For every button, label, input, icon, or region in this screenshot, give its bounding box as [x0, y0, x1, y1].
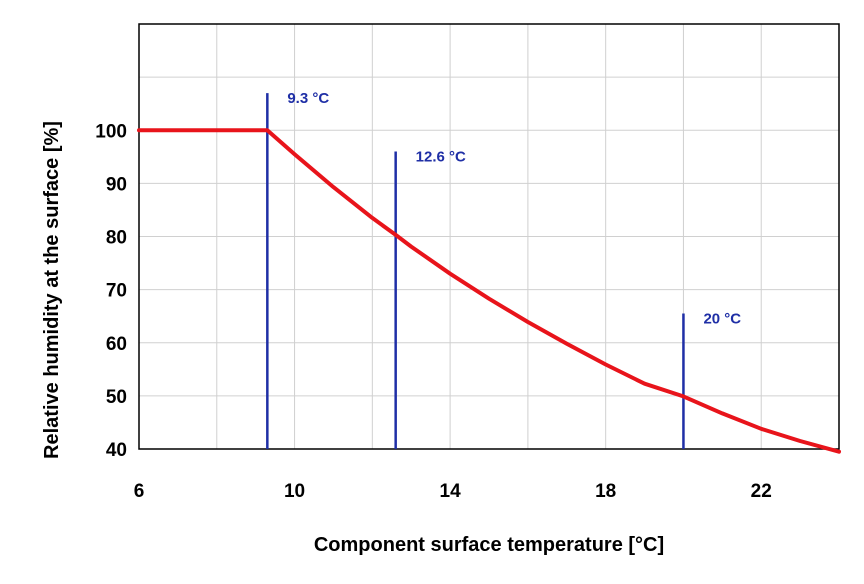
y-tick-label: 90: [106, 174, 127, 195]
grid: [139, 24, 839, 449]
annotations: 9.3 °C 12.6 °C 20 °C: [287, 90, 741, 327]
marker-label: 12.6 °C: [416, 149, 466, 166]
x-tick-label: 10: [284, 481, 305, 502]
y-tick-labels: 40 50 60 70 80 90 100: [95, 121, 127, 461]
x-tick-label: 22: [751, 481, 772, 502]
y-tick-label: 50: [106, 387, 127, 408]
x-tick-labels: 6 10 14 18 22: [134, 481, 772, 502]
x-tick-label: 18: [595, 481, 616, 502]
x-tick-label: 14: [440, 481, 462, 502]
y-tick-label: 70: [106, 281, 127, 302]
marker-label: 9.3 °C: [287, 90, 329, 107]
y-axis-label: Relative humidity at the surface [%]: [41, 121, 63, 459]
x-tick-label: 6: [134, 481, 145, 502]
x-axis-label: Component surface temperature [°C]: [314, 534, 664, 556]
plot-frame: [138, 23, 840, 450]
y-tick-label: 80: [106, 228, 127, 249]
y-tick-label: 60: [106, 334, 127, 355]
marker-lines: [266, 93, 685, 449]
humidity-curve: [137, 128, 841, 454]
y-tick-label: 40: [106, 440, 127, 461]
y-tick-label: 100: [95, 121, 127, 142]
marker-label: 20 °C: [703, 311, 741, 328]
